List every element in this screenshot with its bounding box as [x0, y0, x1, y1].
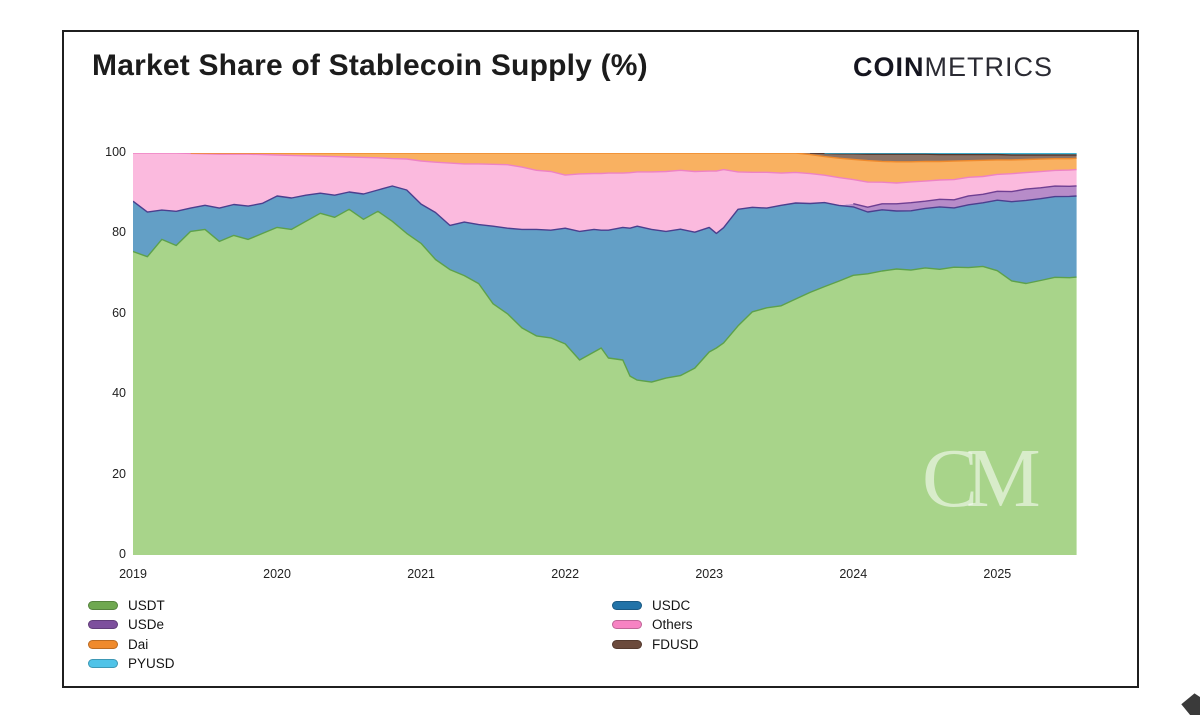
area-usdc: [133, 186, 1077, 383]
x-tick-label: 2024: [839, 567, 868, 581]
legend-label: Others: [652, 617, 693, 633]
area-others: [133, 153, 1077, 234]
legend-swatch-fdusd: [612, 639, 642, 649]
edge-usde: [853, 185, 1077, 208]
legend-label: USDC: [652, 598, 691, 614]
edge-dai: [190, 153, 1077, 163]
legend-swatch-usde: [88, 620, 118, 630]
legend-label: USDe: [128, 617, 165, 633]
coinmetrics-logo: COINMETRICS: [853, 52, 1053, 83]
legend-item-usde: USDe: [88, 615, 175, 634]
legend-item-pyusd: PYUSD: [88, 654, 175, 673]
x-tick-label: 2022: [551, 567, 580, 581]
legend-column-right: USDC Others FDUSD: [612, 596, 699, 654]
legend-item-usdc: USDC: [612, 596, 699, 615]
legend-label: FDUSD: [652, 636, 699, 652]
chart-title: Market Share of Stablecoin Supply (%): [92, 49, 648, 82]
y-tick-label: 40: [112, 386, 126, 401]
edge-fdusd: [810, 153, 1077, 156]
legend-label: PYUSD: [128, 656, 175, 672]
x-tick-label: 2021: [407, 567, 436, 581]
area-usdt: [133, 209, 1077, 555]
edge-usdc: [133, 185, 1077, 235]
y-tick-label: 20: [112, 466, 126, 481]
legend-item-others: Others: [612, 615, 699, 634]
legend-item-fdusd: FDUSD: [612, 635, 699, 654]
y-tick-label: 100: [105, 145, 126, 159]
legend-item-usdt: USDT: [88, 596, 175, 615]
logo-coin-text: COIN: [853, 52, 925, 82]
x-tick-label: 2020: [263, 567, 291, 581]
y-tick-label: 80: [112, 225, 126, 240]
legend-item-dai: Dai: [88, 635, 175, 654]
y-tick-label: 0: [119, 547, 126, 561]
logo-metrics-text: METRICS: [924, 52, 1053, 82]
x-tick-label: 2023: [695, 567, 724, 581]
edge-usdt: [133, 208, 1077, 383]
area-dai: [133, 153, 1077, 183]
legend-swatch-pyusd: [88, 659, 118, 669]
legend-swatch-dai: [88, 639, 118, 649]
edge-others: [133, 153, 1077, 184]
legend-label: USDT: [128, 598, 165, 614]
y-tick-label: 60: [112, 305, 126, 320]
legend-swatch-others: [612, 620, 642, 630]
area-fdusd: [133, 153, 1077, 162]
x-tick-label: 2019: [119, 567, 147, 581]
legend-swatch-usdt: [88, 601, 118, 611]
legend-column-left: USDT USDe Dai PYUSD: [88, 596, 175, 673]
legend-swatch-usdc: [612, 601, 642, 611]
x-tick-label: 2025: [983, 567, 1012, 581]
legend-label: Dai: [128, 636, 149, 652]
